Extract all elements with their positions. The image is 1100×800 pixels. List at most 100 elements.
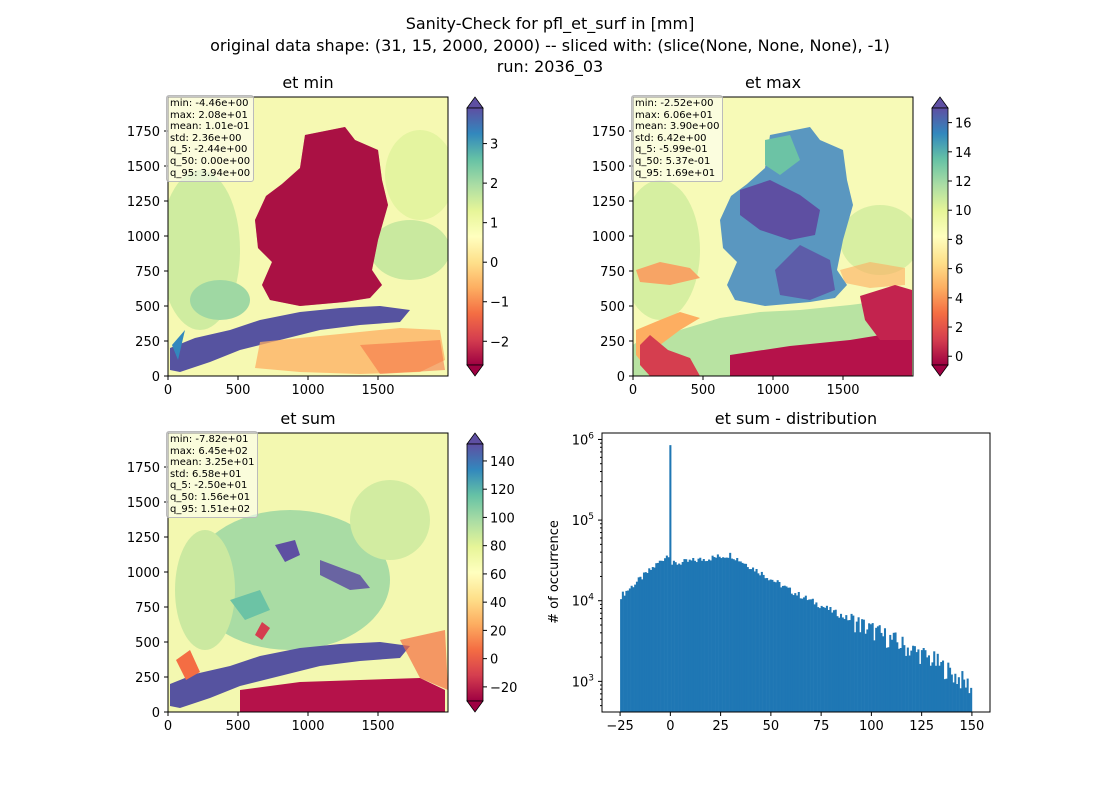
histogram-bar	[762, 574, 765, 712]
suptitle-line2: original data shape: (31, 15, 2000, 2000…	[210, 36, 890, 55]
histogram-bar	[943, 679, 946, 712]
y-tick-label: 103	[572, 673, 594, 690]
histogram-bar	[665, 555, 668, 712]
histogram-bar	[781, 585, 784, 712]
histogram-bar	[908, 655, 911, 712]
colorbar-tick-label: 60	[490, 568, 507, 583]
histogram-bar	[729, 552, 732, 712]
colorbar-tick-label: 8	[955, 233, 963, 248]
histogram-bar	[695, 562, 698, 712]
stat-line: q_95: 1.69e+01	[635, 167, 716, 179]
panel-et-sum-distribution: et sum - distribution −25 0 25 50 75 100 125 15…	[547, 409, 991, 734]
histogram-bar	[796, 595, 799, 712]
histogram-bar	[815, 602, 818, 712]
stat-line: q_50: 5.37e-01	[635, 155, 711, 167]
histogram-bar	[906, 647, 909, 712]
y-tick-label: 1750	[592, 125, 625, 140]
colorbar-tick-label: 80	[490, 540, 507, 555]
histogram-bar	[959, 688, 962, 712]
y-tick-label: 0	[152, 370, 160, 385]
histogram-bar	[672, 560, 675, 712]
histogram-bar	[743, 563, 746, 712]
histogram-bar	[898, 648, 901, 712]
histogram-bar	[769, 579, 772, 712]
histogram-bar	[903, 645, 906, 712]
histogram-bar	[808, 599, 811, 712]
histogram-bar	[704, 561, 707, 712]
histogram-bar	[885, 647, 888, 712]
histogram-bar	[693, 560, 697, 712]
colorbar-tick-label: 6	[955, 263, 963, 278]
x-tick-label: 25	[712, 719, 729, 734]
histogram-bar	[869, 624, 872, 712]
histogram-bar	[628, 588, 631, 712]
y-tick-label: 250	[600, 335, 625, 350]
colorbar-tick-label: 14	[955, 146, 972, 161]
histogram-bar	[734, 560, 737, 712]
colorbar-tick-label: −1	[490, 296, 509, 311]
histogram-bar	[785, 586, 788, 712]
histogram-bar	[725, 557, 728, 712]
y-tick-label: 250	[135, 335, 160, 350]
histogram-bar	[776, 580, 779, 712]
stat-line: max: 2.08e+01	[170, 109, 248, 121]
histogram-bar	[927, 655, 930, 712]
histogram-bar	[964, 687, 967, 712]
histogram-bar	[890, 639, 894, 712]
y-tick-label: 750	[600, 265, 625, 280]
stat-line: min: -7.82e+01	[170, 434, 249, 445]
histogram-bar	[836, 616, 839, 712]
histogram-bar	[871, 623, 874, 712]
y-axis: 0 250 500 750 1000 1250 1500 1750	[592, 125, 633, 385]
colorbar-tick-label: −20	[490, 681, 517, 696]
histogram-bar	[910, 650, 913, 712]
x-tick-label: −25	[606, 719, 633, 734]
histogram-bar	[876, 626, 879, 712]
y-tick-label: 500	[135, 636, 160, 651]
histogram-bar	[799, 598, 802, 712]
histogram-bar	[702, 559, 705, 712]
axes-frame	[601, 432, 991, 713]
y-tick-label: 0	[617, 370, 625, 385]
x-tick-label: 0	[164, 383, 172, 398]
histogram-bar	[715, 557, 718, 712]
histogram-bar	[804, 595, 807, 712]
colorbar-tick-label: 16	[955, 117, 972, 132]
x-tick-label: 500	[691, 383, 716, 398]
histogram-bar	[913, 646, 916, 712]
stats-box-et-max: min: -2.52e+00 max: 6.06e+01 mean: 3.90e…	[631, 95, 724, 183]
histogram-bar	[966, 678, 969, 712]
histogram-bar	[732, 559, 735, 712]
histogram-bar	[956, 684, 959, 712]
histogram-bar	[887, 647, 890, 712]
histogram-bar	[892, 632, 895, 712]
histogram-bar	[889, 634, 892, 712]
histogram-bar	[810, 599, 813, 712]
histogram-bar	[905, 655, 908, 712]
y-tick-label: 1250	[127, 195, 160, 210]
y-tick-label: 1250	[127, 531, 160, 546]
y-tick-label: 1500	[127, 496, 160, 511]
histogram-bar	[755, 569, 758, 712]
y-tick-label: 1750	[127, 125, 160, 140]
histogram-bar	[727, 557, 730, 712]
histogram-bar	[778, 581, 781, 712]
heatmap-image	[168, 97, 448, 376]
histogram-bar	[968, 693, 971, 712]
y-axis-label: # of occurrence	[547, 520, 562, 624]
histogram-bar	[803, 597, 806, 712]
histogram-bar	[635, 581, 638, 712]
histogram-bar	[746, 567, 749, 712]
histogram-bar	[832, 610, 835, 712]
stat-line: q_50: 1.56e+01	[170, 491, 251, 503]
histogram-bar	[954, 673, 957, 712]
y-tick-label: 500	[600, 300, 625, 315]
histogram-bar	[737, 561, 741, 712]
histogram-bar	[945, 678, 948, 712]
histogram-bar	[657, 562, 660, 712]
x-tick-label: 100	[859, 719, 884, 734]
histogram-bar	[838, 617, 841, 712]
colorbar-tick-label: 40	[490, 596, 507, 611]
histogram-bar	[963, 679, 966, 712]
